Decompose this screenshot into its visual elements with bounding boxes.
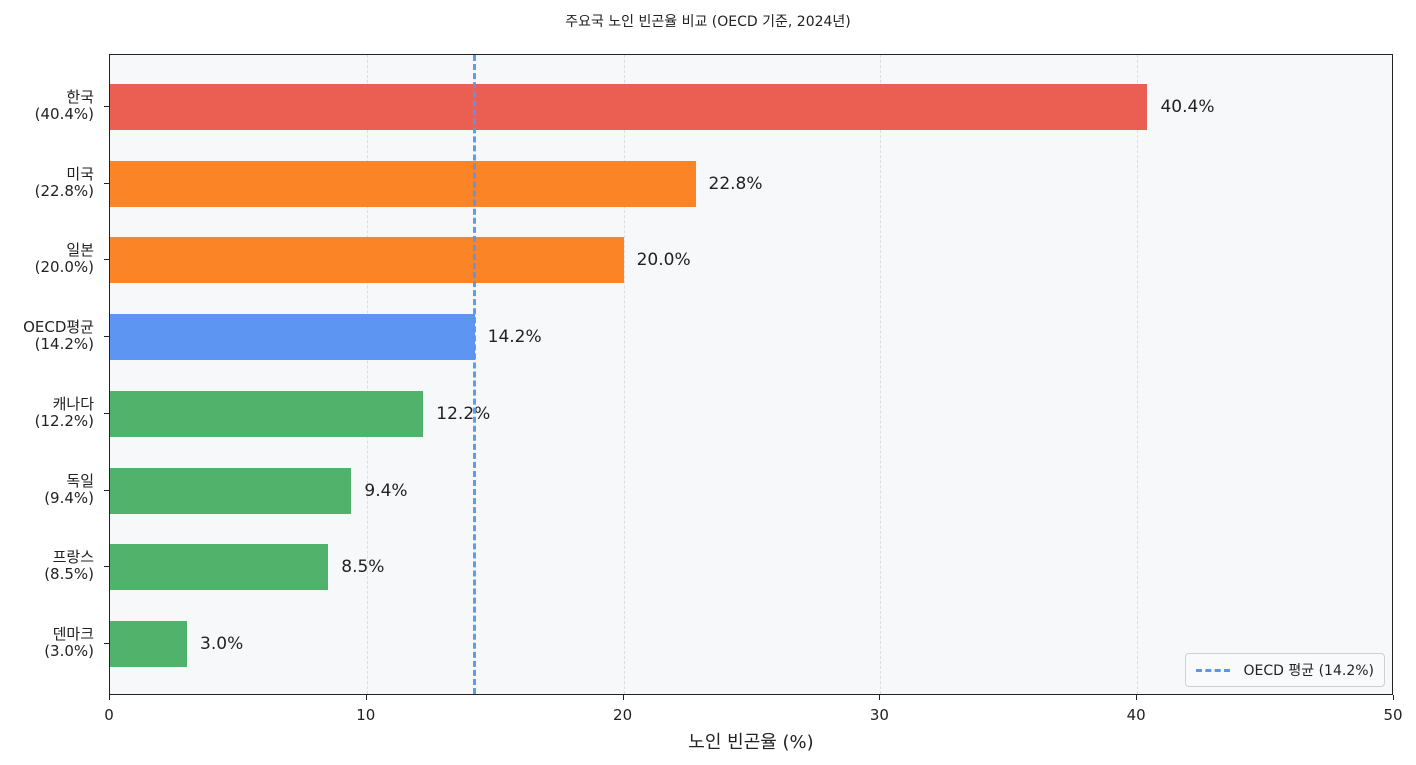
dashed-line-icon <box>1195 668 1230 672</box>
legend-label: OECD 평균 (14.2%) <box>1243 663 1374 679</box>
legend: OECD 평균 (14.2%) <box>1184 653 1385 687</box>
category-label: 미국 (22.8%) <box>34 164 94 200</box>
category-label: 독일 (9.4%) <box>44 471 94 507</box>
x-tick-label: 0 <box>104 706 114 724</box>
bar <box>110 390 424 437</box>
value-label: 40.4% <box>1160 97 1215 117</box>
value-label: 20.0% <box>636 250 691 271</box>
value-label: 9.4% <box>364 480 408 501</box>
value-label: 12.2% <box>436 403 491 424</box>
x-tick <box>1136 695 1138 700</box>
bar <box>110 314 475 361</box>
value-label: 14.2% <box>487 327 542 348</box>
x-tick <box>879 695 881 700</box>
plot-area: 40.4% 22.8% 20.0% 14.2% 12.2% 9.4% 8.5% 3.0% <box>109 54 1393 695</box>
x-tick-label: 50 <box>1383 706 1403 724</box>
bar <box>110 467 352 514</box>
gridline <box>623 55 625 694</box>
x-axis-title: 노인 빈곤율 (%) <box>688 732 814 753</box>
gridline <box>1137 55 1139 694</box>
value-label: 3.0% <box>200 633 244 654</box>
value-label: 8.5% <box>341 557 385 578</box>
y-tick <box>104 259 109 261</box>
category-label: OECD평균 (14.2%) <box>23 318 94 354</box>
category-label: 일본 (20.0%) <box>34 241 94 277</box>
category-label: 프랑스 (8.5%) <box>44 548 94 584</box>
bar <box>110 237 624 284</box>
y-tick <box>104 412 109 414</box>
y-tick <box>104 106 109 107</box>
chart-title: 주요국 노인 빈곤율 비교 (OECD 기준, 2024년) <box>565 14 851 30</box>
x-tick <box>109 695 110 700</box>
gridline <box>366 55 368 694</box>
y-tick <box>104 336 109 338</box>
category-label: 덴마크 (3.0%) <box>44 624 94 660</box>
category-label: 한국 (40.4%) <box>34 88 94 123</box>
y-tick <box>104 566 109 568</box>
gridline <box>880 55 882 694</box>
x-tick-label: 20 <box>613 706 633 724</box>
x-tick-label: 30 <box>869 706 889 724</box>
x-tick <box>622 695 624 700</box>
bar <box>110 160 696 207</box>
x-tick <box>365 695 367 700</box>
x-tick-label: 10 <box>356 706 376 724</box>
bar <box>110 544 329 591</box>
category-label: 캐나다 (12.2%) <box>34 394 94 430</box>
bar <box>110 84 1148 130</box>
x-tick <box>1393 695 1394 700</box>
y-tick <box>104 182 109 184</box>
bar <box>110 620 188 667</box>
y-tick <box>104 489 109 491</box>
value-label: 22.8% <box>708 173 763 194</box>
oecd-average-line <box>473 55 477 694</box>
x-tick-label: 40 <box>1126 706 1146 724</box>
y-tick <box>104 642 109 644</box>
